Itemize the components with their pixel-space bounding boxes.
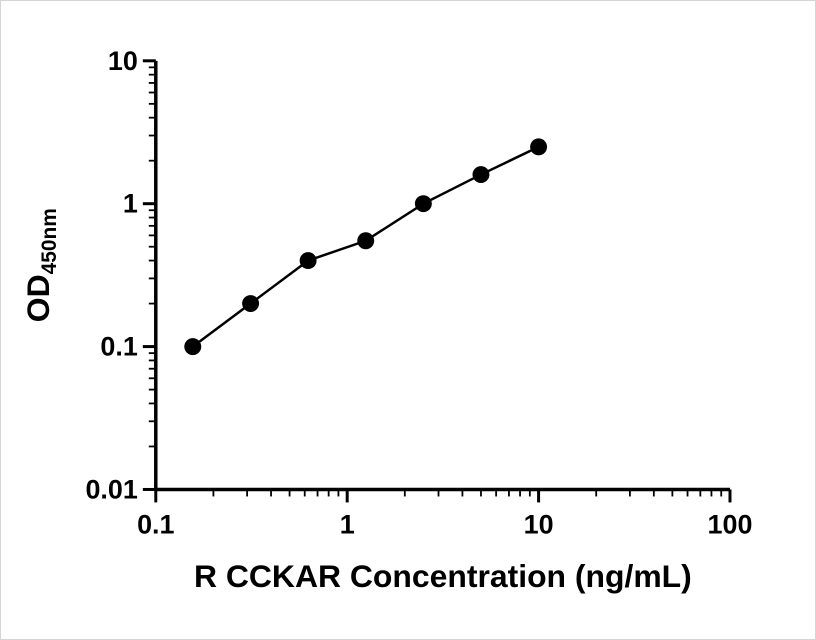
data-point: [472, 166, 490, 184]
data-point: [530, 138, 548, 156]
data-point: [414, 195, 432, 213]
y-tick-label: 0.1: [100, 332, 137, 362]
x-axis-title: R CCKAR Concentration (ng/mL): [194, 558, 692, 594]
y-tick-label: 1: [123, 189, 138, 219]
data-point: [357, 232, 375, 250]
data-point: [299, 252, 317, 270]
major-ticks: [142, 59, 732, 503]
x-tick-label: 10: [524, 509, 554, 539]
y-axis-title-main: OD: [20, 274, 56, 322]
data-point: [184, 338, 202, 356]
data-point: [242, 295, 260, 313]
standard-curve-series: [184, 138, 548, 356]
x-tick-label: 0.1: [137, 509, 174, 539]
y-axis-title-subscript: 450nm: [38, 208, 61, 274]
x-tick-label: 100: [708, 509, 753, 539]
axes: [154, 60, 730, 492]
y-tick-label: 10: [108, 46, 138, 76]
y-axis-title: OD450nm: [20, 208, 61, 322]
x-tick-label: 1: [340, 509, 355, 539]
minor-ticks: [148, 66, 723, 497]
y-tick-label: 0.01: [85, 474, 137, 504]
